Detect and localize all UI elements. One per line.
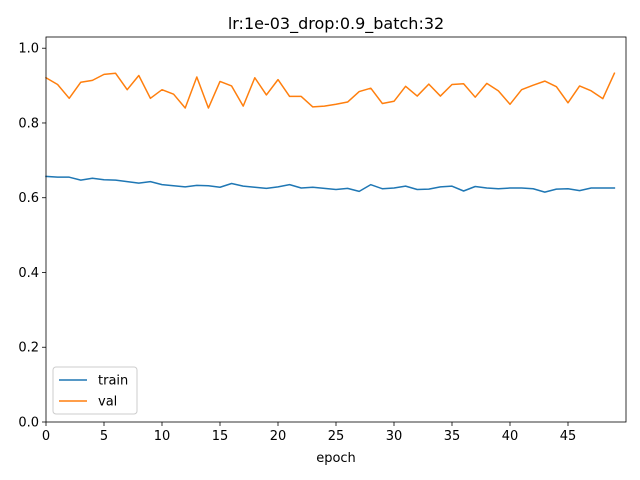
x-tick-label: 15 — [212, 429, 229, 444]
plot-area: 0 5 10 15 20 25 30 35 40 45 0.0 0.2 0.4 0.6 0.8 1.0 — [18, 36, 627, 444]
y-tick-label: 0.4 — [18, 266, 39, 281]
legend: train val — [52, 366, 138, 415]
y-tick-label: 0.2 — [18, 341, 39, 356]
x-tick-label: 25 — [328, 429, 345, 444]
legend-box — [52, 366, 138, 415]
y-tick-label: 1.0 — [18, 42, 39, 57]
x-tick-label: 30 — [386, 429, 403, 444]
series-line-val — [44, 72, 616, 109]
legend-label-train: train — [98, 374, 128, 389]
x-tick-label: 0 — [42, 429, 50, 444]
x-tick-label: 5 — [100, 429, 108, 444]
x-tick-label: 35 — [444, 429, 461, 444]
y-tick-label: 0.6 — [18, 191, 39, 206]
series-line-train — [45, 175, 616, 193]
x-tick-label: 10 — [154, 429, 171, 444]
x-tick-label: 40 — [502, 429, 519, 444]
y-tick-label: 0.0 — [18, 416, 39, 431]
x-axis-label: epoch — [316, 451, 356, 466]
legend-label-val: val — [98, 395, 117, 410]
x-tick-label: 45 — [560, 429, 577, 444]
chart-title: lr:1e-03_drop:0.9_batch:32 — [228, 14, 444, 34]
y-tick-label: 0.8 — [18, 116, 39, 131]
x-tick-label: 20 — [270, 429, 287, 444]
axes-frame — [45, 36, 627, 423]
